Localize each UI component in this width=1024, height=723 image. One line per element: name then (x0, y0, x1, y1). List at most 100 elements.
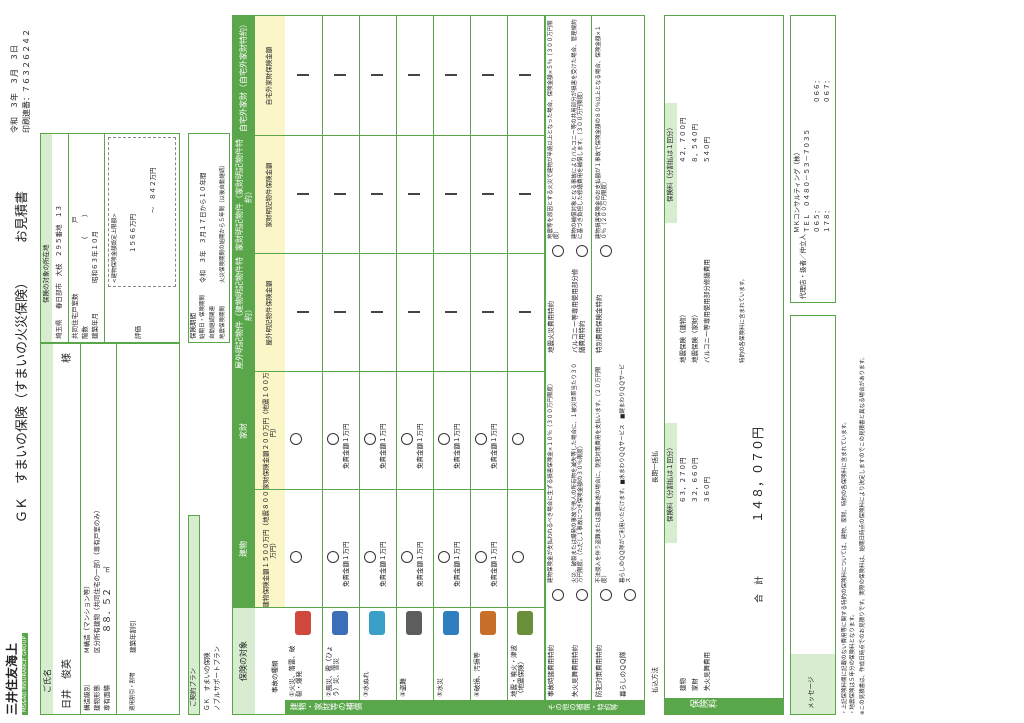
area-label: 専有面積 (103, 685, 111, 711)
period-row1-label: 始期日・保険期間 (200, 294, 206, 339)
col-building: 建物 (233, 490, 255, 608)
premium-col-header: 保険料（分割払は１回分） (665, 423, 677, 543)
agent-code3: ０６６： (813, 77, 821, 103)
coverage-table (232, 15, 592, 715)
message-label: メッセージ (807, 676, 815, 709)
rider-desc: 不法侵入を伴う盗難または盗難未遂の場合に、防犯対策費用を支払います。（２０万円限… (596, 366, 609, 583)
company-sub: MS&AD INSURANCE GROUP (22, 633, 28, 715)
pay-label: 払込方法 (651, 667, 659, 693)
rider-covered-mark (624, 589, 636, 601)
peril-icon (332, 611, 348, 635)
rider-name: 暮らしのＱＱ隊 (619, 651, 627, 698)
sub-outside: 自宅外家財保険金額 (255, 16, 285, 136)
coverage-row-label: ②風災、雹（ひょう）災、雪災 (325, 645, 341, 697)
plan-value2: ノブルサポートプラン (213, 646, 221, 711)
deductible-text: 免責金額１万円 (342, 541, 350, 588)
not-covered-mark (408, 193, 420, 195)
pay-value: 長期一括払 (651, 450, 659, 484)
row-divider (322, 15, 323, 700)
not-covered-mark (371, 74, 383, 76)
not-covered-mark (445, 311, 457, 313)
premium-row-label: 失火見舞費用 (703, 652, 711, 691)
period-row2-label: 自動継続関連 (210, 305, 216, 339)
rider-desc: 建物損害保険金のお支払額が１事故で保険金額の８０％以上となる場合、保険金額×１０… (596, 25, 609, 239)
column-divider (233, 135, 545, 136)
footnote-3: ※この見積書は、作成日時点でのお見積りです。実際の保険料は、始期日時点の保険料に… (860, 354, 866, 715)
rider-name: バルコニー等専用使用部分修繕費用特約 (571, 268, 587, 353)
col-contents: 家財 (233, 372, 255, 490)
rider-name: 防犯対策費用特約 (595, 645, 603, 697)
product-title: ＧＫ すまいの保険（すまいの火災保険） (15, 275, 30, 523)
covered-mark (475, 433, 487, 445)
eval-note: <建物保険金額設定上限額> (112, 213, 118, 283)
col-outdoor-c: 家財明記物件（家財明記物件特約） (233, 136, 255, 254)
peril-icon (443, 611, 459, 635)
print-no: ７６３２６２４２ (22, 29, 31, 93)
premium-row-value: ３６０円 (703, 477, 711, 503)
discount-value: 建築年割引 (129, 620, 137, 654)
rider-covered-mark (552, 589, 564, 601)
covered-mark (290, 551, 302, 563)
eval-low: １５６６万円 (129, 214, 137, 253)
period-header: 保険期間 (189, 313, 197, 339)
not-covered-mark (482, 193, 494, 195)
period-row3-value: 火災保険期間の始期から５年間（以後自動継続） (220, 161, 226, 283)
peril-icon (369, 611, 385, 635)
period-row3-label: 地震保険期間 (220, 305, 226, 339)
type-value: 区分所有建物（共同住宅の一部）（専有戸室のみ） (93, 506, 101, 653)
covered-mark (364, 433, 376, 445)
premium-row-label: 地震保険（建物） (679, 311, 687, 363)
sub-outdoor-b: 屋外明記物件保険金額 (255, 254, 285, 372)
name-suffix: 様 (62, 353, 73, 363)
customer-name: 日井 俊英 (62, 659, 73, 709)
covered-mark (327, 551, 339, 563)
eval-high: ～ ８４２万円 (149, 167, 157, 214)
premium-note: 特約の各保険料に含まれています。 (740, 275, 746, 363)
column-divider (233, 607, 545, 608)
agent-name: ＭＫコンサルティング（株） (793, 148, 801, 233)
type-label: 建物形態 (93, 685, 101, 711)
row-divider (396, 15, 397, 700)
deductible-text: 免責金額１万円 (416, 541, 424, 588)
sub-building: 建物保険金額１５００万円（地震８００万円） (255, 490, 285, 608)
area-unit: ㎡ (103, 566, 111, 574)
deductible-text: 免責金額１万円 (490, 423, 498, 470)
rider-covered-mark (600, 589, 612, 601)
agent-label: 代理店・扱者／仲立人 (799, 234, 807, 299)
sub-outdoor-c: 家財明記物件保険金額 (255, 136, 285, 254)
section-label: 建物・家財等の補償 (290, 702, 362, 711)
column-divider (233, 253, 545, 254)
footnote-1: ・上記保険料欄に記載のない費用等に関する特約の保険料については、建物、家財、特約… (842, 418, 848, 715)
row-divider (470, 15, 471, 700)
agent-tel: ＴＥＬ ０４８０－５３－７０３５ (803, 129, 811, 233)
rider-covered-mark (576, 245, 588, 257)
not-covered-mark (482, 311, 494, 313)
coverage-row-label: ⑥破損、汚損等 (473, 652, 481, 697)
premium-row-value: ４２，７００円 (679, 117, 687, 164)
rider-covered-mark (552, 245, 564, 257)
premium-row-value: ６３，２７０円 (679, 457, 687, 504)
peril-icon (517, 611, 533, 635)
deductible-text: 免責金額１万円 (453, 541, 461, 588)
not-covered-mark (445, 74, 457, 76)
units-label: 共同住宅戸室数 (71, 293, 79, 340)
not-covered-mark (334, 193, 346, 195)
not-covered-mark (519, 311, 531, 313)
peril-icon (406, 611, 422, 635)
col-target: 保険の対象 (233, 608, 255, 714)
rider-desc: 火災、破裂または爆発の事故で他人の所有物を滅失等した場合に、１被災世帯当たり３０… (572, 363, 585, 583)
rider-covered-mark (600, 245, 612, 257)
agent-code4: ０６７： (823, 77, 831, 103)
rider-name: 失火見舞費用特約 (571, 645, 579, 697)
coverage-row-label: 地震・噴火・津波（地震保険） (510, 645, 526, 697)
rider-name: 事故時諸費用特約 (547, 645, 555, 697)
deductible-text: 免責金額１万円 (379, 541, 387, 588)
covered-mark (364, 551, 376, 563)
discount-label: 適用割引・割増 (130, 672, 136, 711)
peril-icon (295, 611, 311, 635)
rider-desc: 建物の補償対象となる事故によりバルコニー等の共用部分が損害を受けた場合、管理規約… (572, 19, 585, 239)
customer-header-bg (41, 344, 53, 714)
location-prefecture: 埼玉県 (55, 319, 63, 340)
not-covered-mark (334, 74, 346, 76)
deductible-text: 免責金額１万円 (416, 423, 424, 470)
